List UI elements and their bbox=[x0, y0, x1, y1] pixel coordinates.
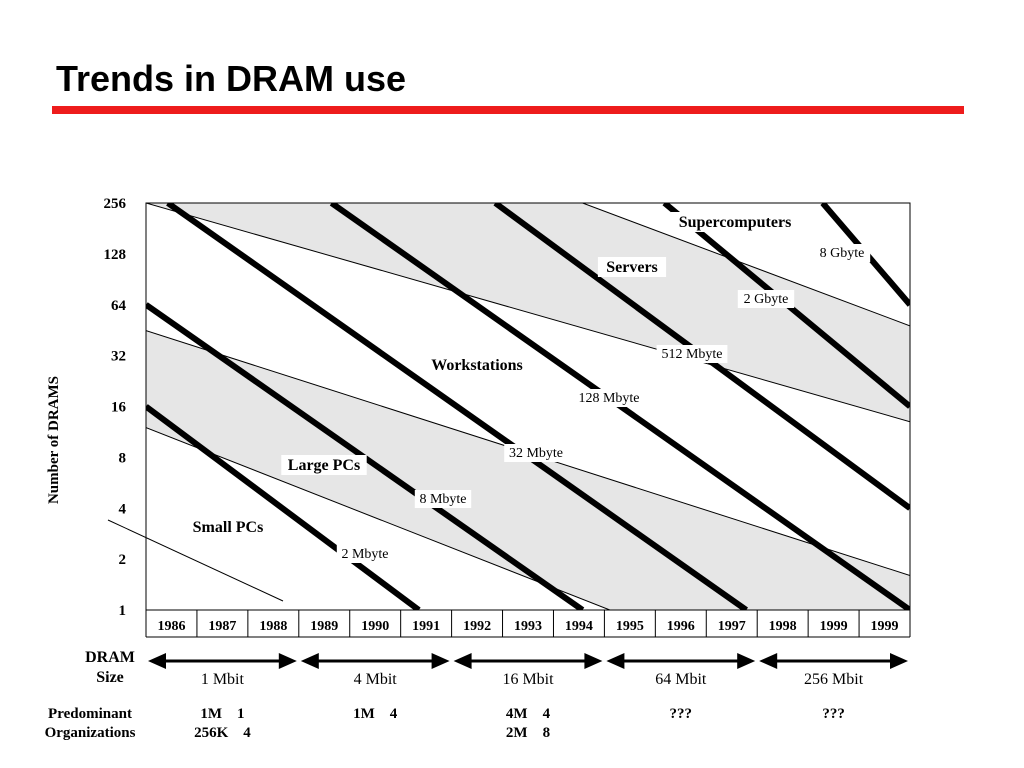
organization-line-1: ??? bbox=[670, 706, 693, 722]
year-label: 1990 bbox=[361, 619, 389, 634]
size-arrowhead-left bbox=[453, 653, 472, 669]
size-arrowhead-right bbox=[737, 653, 756, 669]
y-tick-label: 1 bbox=[119, 603, 127, 619]
size-arrowhead-left bbox=[759, 653, 778, 669]
line-label-backing bbox=[414, 490, 472, 508]
y-tick-label: 2 bbox=[119, 552, 127, 568]
large-pcs-lower-boundary bbox=[146, 427, 611, 610]
line-label-backing bbox=[813, 244, 871, 262]
size-arrowhead-right bbox=[278, 653, 297, 669]
size-arrowhead-right bbox=[890, 653, 908, 669]
year-label: 1988 bbox=[259, 619, 287, 634]
y-axis-ticks: 256 128 64 32 16 8 4 2 1 bbox=[104, 196, 127, 619]
line-label-backing bbox=[656, 345, 728, 363]
line-labels: 2 Mbyte 8 Mbyte 32 Mbyte 128 Mbyte 512 Mbyte… bbox=[336, 244, 871, 563]
year-row: 1986 1987 1988 1989 1990 1991 1992 1993 1994 1995… bbox=[145, 610, 911, 638]
y-tick-label: 128 bbox=[104, 247, 127, 263]
y-tick-label: 8 bbox=[119, 450, 127, 466]
year-label: 1992 bbox=[463, 619, 491, 634]
region-bands bbox=[146, 203, 910, 610]
memory-line-2-mbyte bbox=[146, 404, 421, 610]
region-label-backing bbox=[281, 455, 367, 475]
band-large-pcs bbox=[146, 330, 910, 610]
y-axis-label: Number of DRAMS bbox=[46, 376, 62, 504]
line-label-backing bbox=[504, 444, 568, 462]
dram-size-label: 256 Mbit bbox=[804, 671, 864, 688]
organizations-row-label-2: Organizations bbox=[45, 725, 136, 741]
line-label-8-mbyte: 8 Mbyte bbox=[419, 492, 466, 507]
region-label-servers: Servers bbox=[606, 259, 658, 276]
dram-size-label: 16 Mbit bbox=[502, 671, 554, 688]
organizations-row-label-1: Predominant bbox=[48, 706, 132, 722]
line-label-backing bbox=[336, 545, 394, 563]
servers-upper-boundary bbox=[582, 203, 910, 327]
year-label: 1993 bbox=[514, 619, 542, 634]
year-label: 1999 bbox=[820, 619, 848, 634]
year-label: 1998 bbox=[769, 619, 797, 634]
year-label: 1989 bbox=[310, 619, 338, 634]
region-labels: Small PCs Large PCs Workstations Servers Sup… bbox=[185, 212, 800, 537]
region-label-large-pcs: Large PCs bbox=[288, 457, 360, 474]
region-label-backing bbox=[597, 257, 667, 277]
region-label-backing bbox=[185, 517, 271, 537]
line-label-128-mbyte: 128 Mbyte bbox=[578, 391, 639, 406]
organization-line-1: 4M 4 bbox=[506, 706, 551, 722]
organization-line-2: 256K 4 bbox=[194, 725, 251, 741]
year-label: 1997 bbox=[718, 619, 746, 634]
line-label-2-gbyte: 2 Gbyte bbox=[744, 292, 789, 307]
size-arrowhead-right bbox=[584, 653, 603, 669]
plot-frame bbox=[145, 202, 911, 611]
dram-size-row-label-2: Size bbox=[96, 669, 124, 686]
dram-size-label: 1 Mbit bbox=[201, 671, 245, 688]
size-arrowhead-right bbox=[431, 653, 450, 669]
dram-size-arrows: 1 Mbit 4 Mbit 16 Mbit 64 Mbit 256 Mbit bbox=[148, 653, 908, 688]
dram-size-label: 64 Mbit bbox=[655, 671, 707, 688]
line-label-backing bbox=[573, 389, 645, 407]
slide-title: Trends in DRAM use bbox=[56, 58, 407, 99]
region-label-workstations: Workstations bbox=[431, 357, 523, 374]
organization-line-1: ??? bbox=[822, 706, 845, 722]
y-tick-label: 64 bbox=[111, 298, 127, 314]
line-label-2-mbyte: 2 Mbyte bbox=[341, 547, 388, 562]
small-pcs-boundary bbox=[107, 519, 284, 602]
line-label-backing bbox=[737, 290, 795, 308]
servers-lower-boundary bbox=[146, 203, 910, 423]
organization-line-2: 2M 8 bbox=[506, 725, 550, 741]
memory-line-32-mbyte bbox=[166, 203, 749, 610]
size-arrowhead-left bbox=[300, 653, 319, 669]
year-label: 1994 bbox=[565, 619, 593, 634]
size-arrowhead-left bbox=[606, 653, 625, 669]
size-arrowhead-left bbox=[148, 653, 166, 669]
y-tick-label: 16 bbox=[111, 400, 127, 416]
organizations-row: 1M 1 256K 4 1M 4 4M 4 2M 8?????? bbox=[194, 706, 845, 741]
y-tick-label: 256 bbox=[104, 196, 127, 212]
year-label: 1987 bbox=[208, 619, 236, 634]
year-label: 1995 bbox=[616, 619, 644, 634]
region-label-backing bbox=[670, 212, 800, 232]
region-label-supercomputers: Supercomputers bbox=[679, 214, 792, 231]
line-label-8-gbyte: 8 Gbyte bbox=[820, 246, 865, 261]
year-label: 1999 bbox=[871, 619, 899, 634]
region-label-backing bbox=[421, 355, 533, 375]
year-label: 1996 bbox=[667, 619, 695, 634]
dram-size-row-label-1: DRAM bbox=[85, 649, 135, 666]
line-label-512-mbyte: 512 Mbyte bbox=[661, 347, 722, 362]
dram-size-label: 4 Mbit bbox=[354, 671, 398, 688]
y-tick-label: 32 bbox=[111, 349, 126, 365]
title-underline bbox=[52, 106, 964, 114]
y-tick-label: 4 bbox=[119, 501, 127, 517]
year-label: 1991 bbox=[412, 619, 440, 634]
organization-line-1: 1M 4 bbox=[353, 706, 398, 722]
year-label: 1986 bbox=[157, 619, 185, 634]
organization-line-1: 1M 1 bbox=[200, 706, 244, 722]
region-label-small-pcs: Small PCs bbox=[193, 519, 264, 536]
line-label-32-mbyte: 32 Mbyte bbox=[509, 446, 563, 461]
